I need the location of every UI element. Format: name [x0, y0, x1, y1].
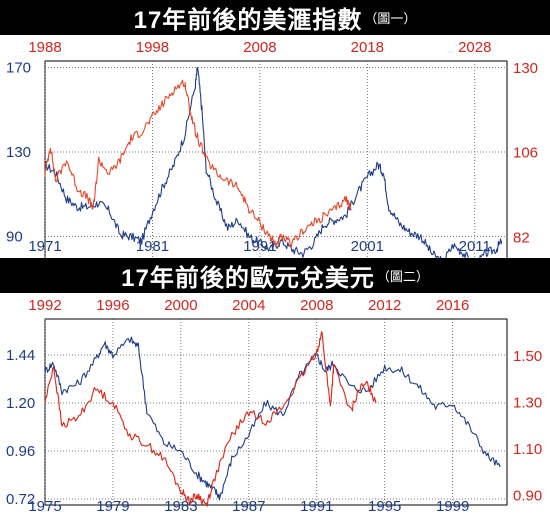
chart-2-subtitle: （圖二） [376, 269, 429, 284]
top-axis-tick-label: 2008 [243, 39, 276, 56]
right-axis-tick-label: 130 [513, 60, 538, 77]
left-axis-tick-label: 90 [6, 229, 23, 246]
bottom-axis-tick-label: 1995 [368, 498, 401, 515]
bottom-axis-tick-label: 1981 [136, 238, 169, 255]
top-axis-tick-label: 1996 [96, 297, 129, 314]
right-axis-tick-label: 0.90 [513, 488, 542, 505]
top-axis-tick-label: 2008 [300, 297, 333, 314]
right-axis-tick-label: 1.50 [513, 348, 542, 365]
right-axis-tick-label: 1.30 [513, 395, 542, 412]
blue-series-line [44, 67, 503, 258]
bottom-axis-tick-label: 1991 [300, 498, 333, 515]
top-axis-tick-label: 2018 [351, 39, 384, 56]
bottom-axis-tick-label: 1971 [28, 238, 61, 255]
chart-1-title-bar: 17年前後的美滙指數 （圖一） [0, 0, 550, 35]
chart-2-title: 17年前後的歐元兌美元 [121, 265, 375, 292]
plot-area [44, 318, 508, 506]
top-axis-tick-label: 2000 [164, 297, 197, 314]
top-axis-tick-label: 1988 [28, 39, 61, 56]
top-axis-tick-label: 2016 [436, 297, 469, 314]
bottom-axis-tick-label: 2001 [351, 238, 384, 255]
top-axis-tick-label: 1992 [28, 297, 61, 314]
bottom-axis-tick-label: 1975 [28, 498, 61, 515]
bottom-axis-tick-label: 2011 [459, 238, 491, 255]
right-axis-tick-label: 1.10 [513, 441, 542, 458]
chart-2-title-bar: 17年前後的歐元兌美元 （圖二） [0, 258, 550, 293]
right-axis-tick-label: 82 [513, 229, 530, 246]
bottom-axis-tick-label: 1987 [232, 498, 265, 515]
left-axis-tick-label: 1.20 [6, 395, 35, 412]
top-axis-tick-label: 1998 [136, 39, 169, 56]
left-axis-tick-label: 0.72 [6, 491, 35, 508]
chart-1-title: 17年前後的美滙指數 [133, 7, 363, 34]
right-axis-tick-label: 106 [513, 145, 538, 162]
plot-area [44, 60, 508, 258]
blue-series-line [44, 336, 501, 501]
left-axis-tick-label: 170 [6, 59, 31, 76]
top-axis-tick-label: 2012 [368, 297, 401, 314]
red-series-line [44, 331, 377, 507]
left-axis-tick-label: 130 [6, 144, 31, 161]
top-axis-tick-label: 2028 [458, 39, 491, 56]
left-axis-tick-label: 1.44 [6, 347, 35, 364]
chart-1-subtitle: （圖一） [364, 11, 417, 26]
red-series-line [44, 79, 352, 249]
top-axis-tick-label: 2004 [232, 297, 265, 314]
left-axis-tick-label: 0.96 [6, 443, 35, 460]
bottom-axis-tick-label: 1999 [436, 498, 469, 515]
bottom-axis-tick-label: 1979 [96, 498, 129, 515]
